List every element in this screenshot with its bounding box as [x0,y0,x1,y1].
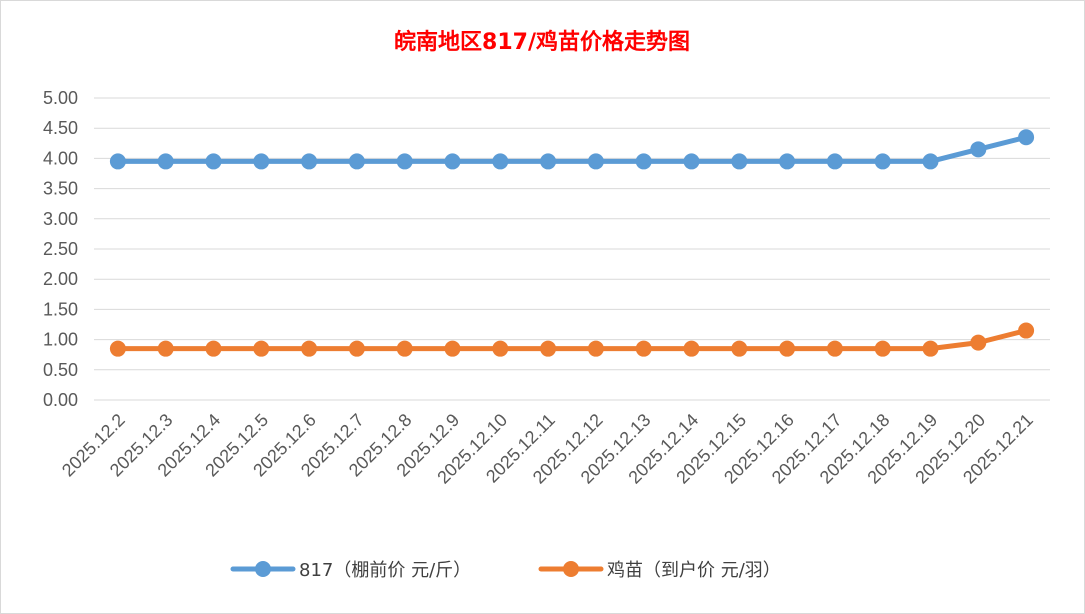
data-point[interactable] [922,340,939,357]
legend-label-817: 817（棚前价 元/斤） [299,560,471,581]
series-1 [109,322,1035,357]
y-axis-ticks: 0.00 0.50 1.00 1.50 2.00 2.50 3.00 3.50 4.00 4.50… [43,88,78,410]
data-point[interactable] [779,340,796,357]
data-point[interactable] [253,340,270,357]
data-point[interactable] [826,340,843,357]
legend-item-chick[interactable]: 鸡苗（到户价 元/羽） [538,560,781,581]
data-point[interactable] [826,153,843,170]
data-point[interactable] [731,340,748,357]
data-point[interactable] [1018,129,1035,146]
y-tick-label: 2.50 [43,239,78,259]
series-lines [109,129,1035,357]
data-point[interactable] [348,153,365,170]
data-point[interactable] [348,340,365,357]
y-tick-label: 1.00 [43,330,78,350]
data-point[interactable] [444,340,461,357]
data-point[interactable] [683,340,700,357]
data-point[interactable] [157,340,174,357]
data-point[interactable] [683,153,700,170]
data-point[interactable] [492,340,509,357]
data-point[interactable] [1018,322,1035,339]
data-point[interactable] [587,340,604,357]
series-line [115,134,1029,164]
data-point[interactable] [874,340,891,357]
data-point[interactable] [109,153,126,170]
legend: 817（棚前价 元/斤） 鸡苗（到户价 元/羽） [230,560,781,581]
series-0 [109,129,1035,170]
data-point[interactable] [779,153,796,170]
gridlines [94,97,1050,401]
legend-label-chick: 鸡苗（到户价 元/羽） [607,560,781,581]
data-point[interactable] [157,153,174,170]
data-point[interactable] [635,340,652,357]
data-point[interactable] [635,153,652,170]
data-point[interactable] [540,153,557,170]
data-point[interactable] [253,153,270,170]
data-point[interactable] [540,340,557,357]
data-point[interactable] [970,334,987,351]
data-point[interactable] [396,340,413,357]
data-point[interactable] [731,153,748,170]
x-axis-ticks: 2025.12.22025.12.32025.12.42025.12.52025… [58,410,1037,488]
y-tick-label: 5.00 [43,88,78,108]
data-point[interactable] [922,153,939,170]
data-point[interactable] [970,141,987,158]
y-tick-label: 3.00 [43,209,78,229]
legend-item-817[interactable]: 817（棚前价 元/斤） [230,560,471,581]
data-point[interactable] [301,153,318,170]
data-point[interactable] [205,153,222,170]
data-point[interactable] [492,153,509,170]
data-point[interactable] [874,153,891,170]
y-tick-label: 0.50 [43,360,78,380]
y-tick-label: 4.00 [43,148,78,168]
data-point[interactable] [205,340,222,357]
y-tick-label: 0.00 [43,390,78,410]
chart-title: 皖南地区817/鸡苗价格走势图 [394,29,690,55]
data-point[interactable] [301,340,318,357]
y-tick-label: 4.50 [43,118,78,138]
data-point[interactable] [396,153,413,170]
data-point[interactable] [587,153,604,170]
data-point[interactable] [444,153,461,170]
data-point[interactable] [109,340,126,357]
y-tick-label: 1.50 [43,299,78,319]
y-tick-label: 3.50 [43,179,78,199]
y-tick-label: 2.00 [43,269,78,289]
